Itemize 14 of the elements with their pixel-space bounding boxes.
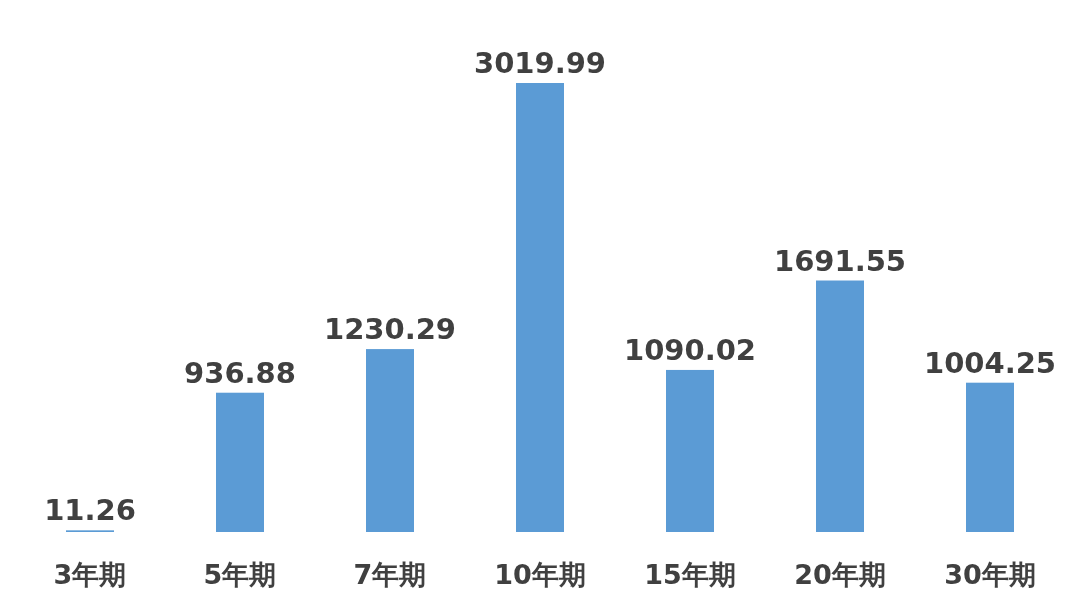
x-tick-label: 3年期 [53,559,127,590]
x-tick-label: 10年期 [494,559,586,590]
data-label: 1090.02 [623,332,757,367]
data-label: 1004.25 [923,345,1057,380]
data-label: 11.26 [44,493,136,528]
x-tick-label: 20年期 [794,559,886,590]
data-label: 1230.29 [323,312,457,347]
data-label: 1691.55 [773,243,907,278]
data-label: 3019.99 [473,46,607,80]
data-label: 936.88 [184,355,296,390]
x-tick-label: 5年期 [203,559,277,590]
x-tick-label: 15年期 [644,559,736,590]
x-tick-label: 30年期 [944,559,1036,590]
x-tick-label: 7年期 [353,559,427,590]
